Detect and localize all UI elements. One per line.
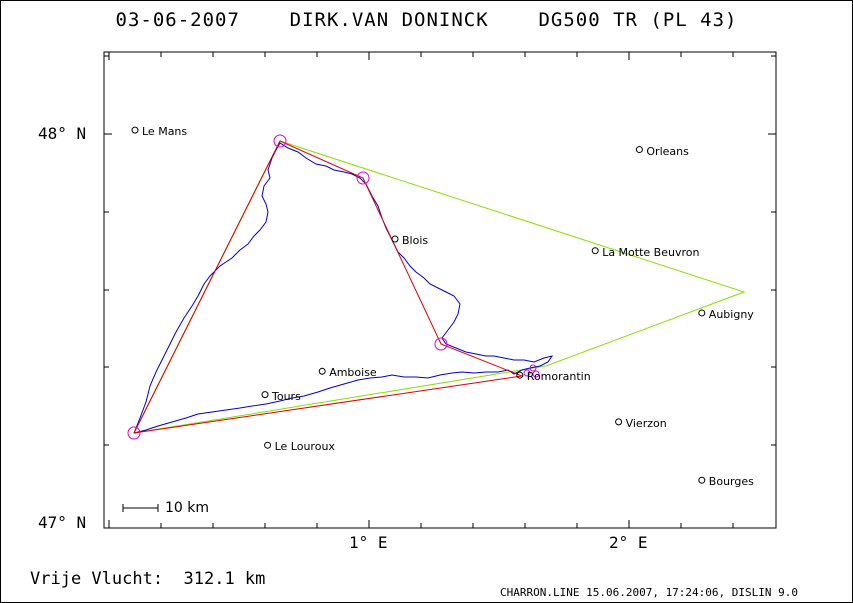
turnpoint-marker — [532, 370, 540, 378]
scale-bar — [122, 504, 159, 512]
longitude-label: 2° E — [609, 533, 648, 552]
plot-border — [103, 51, 777, 529]
city-marker — [698, 476, 706, 484]
city-label: Amboise — [329, 366, 377, 380]
latitude-label: 47° N — [38, 513, 87, 532]
city-label: Aubigny — [708, 307, 754, 321]
city-label: Tours — [272, 389, 301, 403]
free-flight-distance: Vrije Vlucht: 312.1 km — [30, 569, 266, 589]
city-marker — [264, 441, 272, 449]
city-label: Vierzon — [625, 416, 667, 430]
turnpoint-marker — [529, 364, 537, 372]
city-label: Blois — [402, 234, 429, 248]
city-label: Orleans — [646, 144, 689, 158]
city-markers — [131, 126, 706, 484]
city-marker — [516, 371, 524, 379]
city-marker — [615, 418, 623, 426]
turnpoint-marker — [523, 369, 531, 377]
turnpoint-marker — [356, 171, 370, 185]
city-marker — [635, 146, 643, 154]
city-marker — [391, 235, 399, 243]
turnpoint-marker — [273, 134, 287, 148]
city-marker — [318, 367, 326, 375]
credit-line: CHARRON.LINE 15.06.2007, 17:24:06, DISLI… — [500, 586, 799, 599]
axis-ticks — [104, 52, 776, 528]
longitude-label: 1° E — [349, 533, 388, 552]
city-marker — [261, 391, 269, 399]
triangle-line — [133, 140, 746, 434]
city-label: Romorantin — [526, 370, 591, 384]
scale-bar-label: 10 km — [165, 500, 210, 516]
latitude-label: 48° N — [38, 124, 87, 143]
turnpoint-marker — [434, 337, 448, 351]
task-route — [133, 140, 524, 434]
city-label: La Motte Beuvron — [602, 245, 700, 259]
map-title: 03-06-2007 DIRK.VAN DONINCK DG500 TR (PL… — [115, 9, 738, 31]
city-label: Le Mans — [142, 125, 188, 139]
city-label: Le Louroux — [274, 440, 335, 454]
turnpoint-marker — [127, 426, 141, 440]
city-label: Bourges — [708, 475, 754, 489]
city-marker — [591, 247, 599, 255]
flight-track — [133, 142, 554, 434]
city-marker — [698, 309, 706, 317]
city-marker — [131, 126, 139, 134]
